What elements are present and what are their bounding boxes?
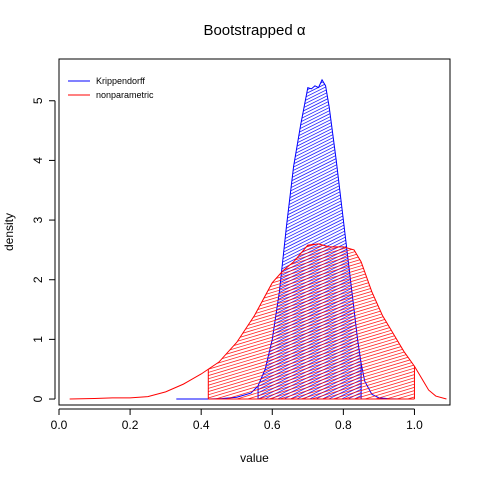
x-tick-label: 0.2 [122,418,139,432]
shaded-interval-krippendorff [258,79,362,400]
density-curve-krippendorff [176,78,401,400]
y-tick-label: 5 [31,97,45,104]
y-tick-label: 3 [31,216,45,223]
x-tick-label: 0.0 [51,418,68,432]
x-tick-label: 1.0 [406,418,423,432]
chart-title: Bootstrapped α [203,22,305,39]
y-tick-label: 1 [31,336,45,343]
x-tick-label: 0.6 [264,418,281,432]
legend-label: Krippendorff [96,76,145,86]
series-nonparametric [69,243,447,400]
series-krippendorff [176,78,401,400]
plot-frame [58,58,451,406]
shaded-interval-nonparametric [208,243,415,400]
density-curve-nonparametric [69,243,447,400]
x-tick-label: 0.8 [335,418,352,432]
x-axis-label: value [240,451,269,465]
y-tick-label: 2 [31,276,45,283]
x-tick-label: 0.4 [193,418,210,432]
legend: Krippendorff nonparametric [68,76,154,100]
y-axis: 0 1 2 3 4 5 [31,97,56,402]
legend-item-krippendorff: Krippendorff [68,76,145,86]
series-layer [69,78,447,400]
legend-label: nonparametric [96,90,154,100]
y-axis-label: density [2,213,16,251]
legend-item-nonparametric: nonparametric [68,90,154,100]
y-tick-label: 0 [31,395,45,402]
y-tick-label: 4 [31,157,45,164]
x-axis: 0.0 0.2 0.4 0.6 0.8 1.0 [51,408,423,432]
